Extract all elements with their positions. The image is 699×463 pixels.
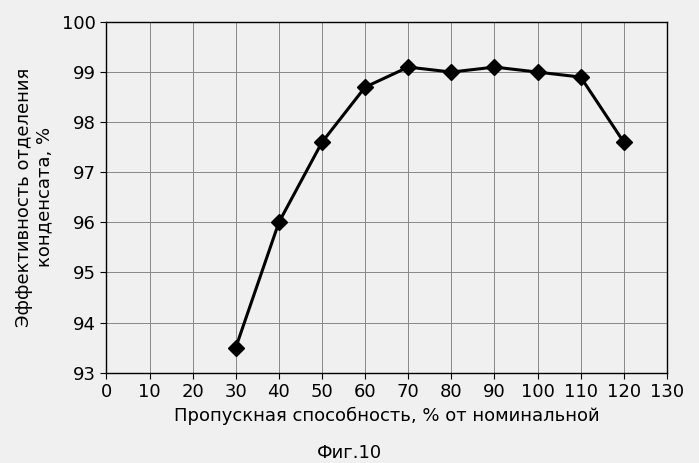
- X-axis label: Пропускная способность, % от номинальной: Пропускная способность, % от номинальной: [174, 407, 600, 425]
- Text: Фиг.10: Фиг.10: [317, 444, 382, 463]
- Y-axis label: Эффективность отделения
конденсата, %: Эффективность отделения конденсата, %: [15, 68, 54, 327]
